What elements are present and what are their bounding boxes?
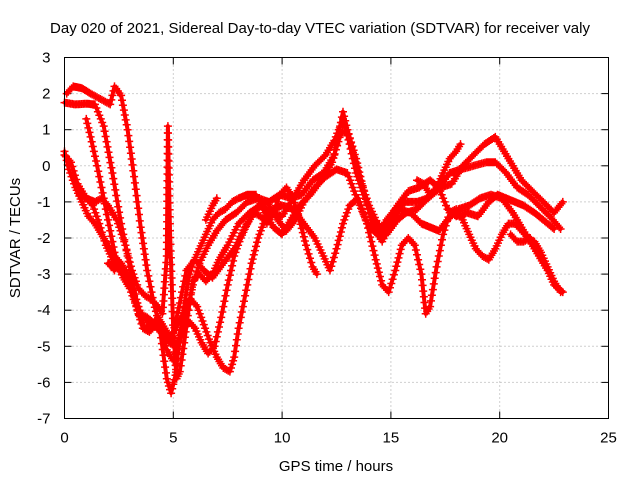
- series-markers: [201, 194, 221, 224]
- x-tick-label: 25: [600, 430, 617, 447]
- y-tick-label: 3: [42, 50, 50, 67]
- x-tick-label: 15: [383, 430, 400, 447]
- series-markers: [82, 114, 321, 358]
- series-track-10: [104, 259, 119, 275]
- plot-frame: [64, 57, 609, 419]
- y-tick-label: 0: [42, 158, 50, 175]
- series-track-9: [506, 230, 535, 246]
- y-tick-label: 2: [42, 86, 50, 103]
- y-tick-label: -1: [37, 194, 50, 211]
- y-tick-label: -3: [37, 266, 50, 283]
- series-track-8: [413, 140, 465, 199]
- y-tick-label: -7: [37, 411, 50, 428]
- series-track-7: [201, 194, 221, 224]
- x-axis-label: GPS time / hours: [279, 458, 393, 475]
- y-tick-label: -5: [37, 338, 50, 355]
- x-tick-label: 20: [491, 430, 508, 447]
- x-tick-label: 10: [274, 430, 291, 447]
- x-tick-label: 0: [60, 430, 68, 447]
- series-markers: [104, 259, 119, 275]
- chart-title: Day 020 of 2021, Sidereal Day-to-day VTE…: [50, 20, 590, 37]
- y-tick-label: -6: [37, 374, 50, 391]
- y-tick-label: 1: [42, 122, 50, 139]
- y-tick-label: -4: [37, 302, 50, 319]
- y-axis-label: SDTVAR / TECUs: [7, 178, 24, 298]
- y-tick-label: -2: [37, 230, 50, 247]
- series-markers: [506, 230, 535, 246]
- series-track-6: [82, 114, 321, 358]
- series-markers: [413, 140, 465, 199]
- x-tick-label: 5: [169, 430, 177, 447]
